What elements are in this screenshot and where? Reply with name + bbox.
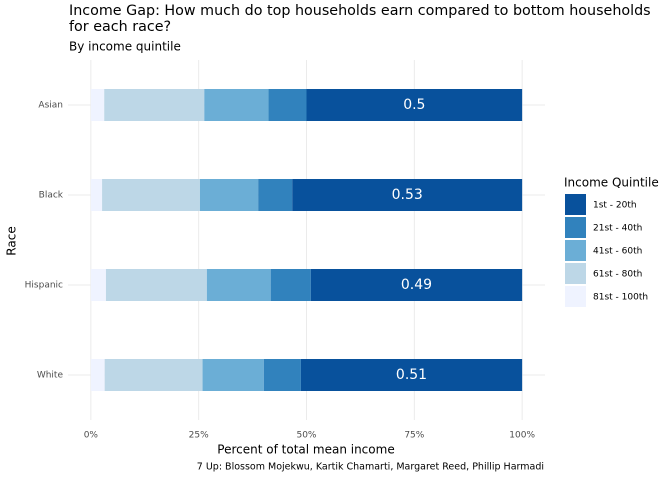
chart-subtitle: By income quintile [69, 40, 181, 54]
legend-label: 21st - 40th [593, 224, 642, 234]
x-tick-label: 75% [404, 431, 424, 441]
x-tick-label: 25% [189, 431, 209, 441]
bar-segment [202, 359, 264, 391]
x-tick-label: 100% [509, 431, 535, 441]
bar-segment [90, 269, 106, 301]
bar-segment [306, 89, 523, 121]
legend-title: Income Quintile [564, 176, 659, 190]
bar-segment [204, 89, 269, 121]
legend-swatch [565, 263, 586, 284]
bar-segment [102, 179, 200, 211]
bar-segment [300, 359, 523, 391]
y-axis-label: Race [5, 226, 19, 255]
legend-swatch [565, 286, 586, 307]
legend-swatch [565, 217, 586, 238]
data-label: 0.51 [396, 367, 427, 383]
data-label: 0.5 [403, 97, 425, 113]
legend-swatch [565, 240, 586, 261]
bar-segment [90, 89, 105, 121]
y-tick-label: Asian [38, 101, 63, 111]
bar-segment [270, 269, 311, 301]
data-label: 0.53 [392, 187, 423, 203]
chart-title: Income Gap: How much do top households e… [69, 3, 651, 35]
bar-segment [199, 179, 259, 211]
legend-label: 1st - 20th [593, 201, 637, 211]
bar-segment [268, 89, 307, 121]
bar-segment [105, 269, 207, 301]
y-tick-label: White [37, 371, 64, 381]
y-tick-label: Hispanic [25, 281, 63, 291]
bar-segment [90, 179, 103, 211]
caption: 7 Up: Blossom Mojekwu, Kartik Chamarti, … [197, 462, 544, 473]
x-tick-label: 50% [296, 431, 316, 441]
legend-swatch [565, 194, 586, 215]
legend-label: 61st - 80th [593, 270, 642, 280]
x-axis-label: Percent of total mean income [217, 443, 394, 457]
legend-label: 41st - 60th [593, 247, 642, 257]
bar-segment [104, 359, 203, 391]
bar-segment [258, 179, 293, 211]
legend-label: 81st - 100th [593, 293, 648, 303]
bar-segment [104, 89, 205, 121]
bar-segment [263, 359, 301, 391]
bar-segment [90, 359, 105, 391]
bar-segment [310, 269, 523, 301]
data-label: 0.49 [401, 277, 432, 293]
bar-segment [292, 179, 523, 211]
x-tick-label: 0% [84, 431, 99, 441]
bar-segment [206, 269, 271, 301]
y-tick-label: Black [39, 191, 64, 201]
